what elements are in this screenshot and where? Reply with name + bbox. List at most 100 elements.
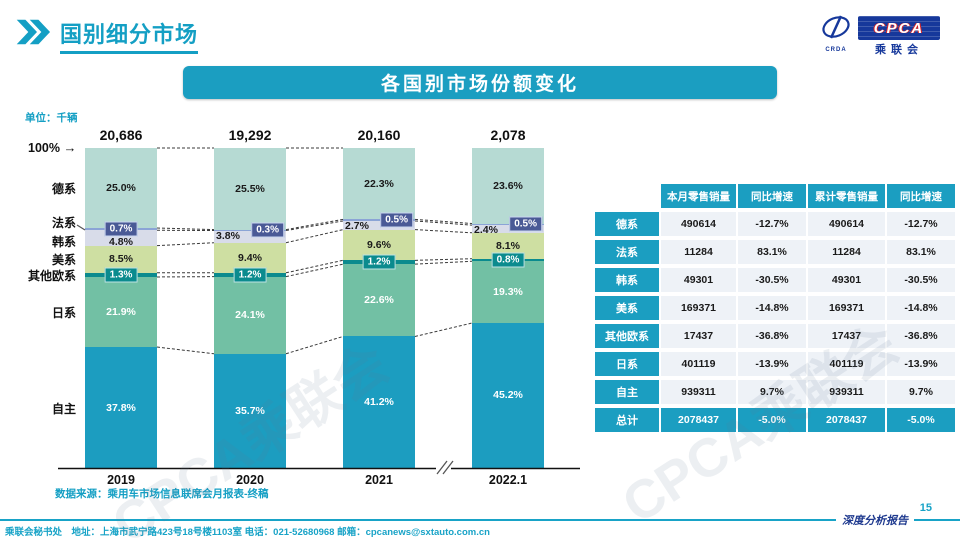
segment-label: 37.8%	[106, 401, 136, 414]
table-cell: -30.5%	[887, 268, 955, 292]
table-cell: -12.7%	[887, 212, 955, 236]
segment-label: 24.1%	[235, 309, 265, 322]
table-row: 自主 939311 9.7% 939311 9.7%	[595, 380, 955, 404]
bar-segment-韩系	[85, 230, 157, 246]
cpca-chinese: 乘联会	[875, 44, 923, 56]
column-header	[595, 184, 659, 208]
bar-segment-德系	[472, 148, 544, 224]
segment-badge: 0.7%	[104, 221, 138, 237]
table-cell: -13.9%	[887, 352, 955, 376]
table-cell: 2078437	[661, 408, 736, 432]
bar-segment-日系	[472, 261, 544, 324]
bar-segment-韩系	[472, 225, 544, 233]
side-label-法系: 法系	[51, 216, 76, 231]
table-cell: 169371	[661, 296, 736, 320]
row-label: 韩系	[595, 268, 659, 292]
table-row: 总计 2078437 -5.0% 2078437 -5.0%	[595, 408, 955, 432]
table-cell: -30.5%	[738, 268, 806, 292]
table-cell: 17437	[808, 324, 885, 348]
bar-segment-德系	[214, 148, 286, 230]
side-label-韩系: 韩系	[51, 234, 76, 249]
page-number: 15	[919, 502, 932, 514]
year-label: 2019	[107, 473, 135, 487]
table-row: 其他欧系 17437 -36.8% 17437 -36.8%	[595, 324, 955, 348]
row-label: 自主	[595, 380, 659, 404]
table-cell: 939311	[808, 380, 885, 404]
side-label-自主: 自主	[51, 401, 76, 416]
bar-segment-日系	[343, 264, 415, 337]
table-header: 本月零售销量 同比增速 累计零售销量 同比增速	[595, 184, 955, 208]
arrow-icon: →	[63, 140, 77, 155]
cpca-logo: CRDA CPCA 乘联会	[818, 10, 942, 58]
table-cell: 9.7%	[887, 380, 955, 404]
segment-label: 8.5%	[109, 253, 133, 266]
segment-label: 9.4%	[238, 251, 262, 264]
cpca-wordmark: CPCA 乘联会	[858, 16, 940, 57]
segment-label: 8.1%	[496, 239, 520, 252]
table-cell: 2078437	[808, 408, 885, 432]
table-cell: -5.0%	[738, 408, 806, 432]
table-cell: -36.8%	[887, 324, 955, 348]
bar-total: 20,686	[99, 127, 143, 143]
bar-segment-自主	[343, 336, 415, 469]
table-cell: 401119	[661, 352, 736, 376]
table-cell: -36.8%	[738, 324, 806, 348]
table-row: 法系 11284 83.1% 11284 83.1%	[595, 240, 955, 264]
table-cell: 17437	[661, 324, 736, 348]
chart-title-banner: 各国别市场份额变化	[183, 66, 777, 99]
column-header: 本月零售销量	[661, 184, 736, 208]
segment-badge: 0.3%	[251, 222, 284, 238]
table-cell: 49301	[661, 268, 736, 292]
sales-table: 本月零售销量 同比增速 累计零售销量 同比增速 德系 490614 -12.7% 49061…	[593, 180, 957, 436]
segment-badge: 1.2%	[362, 254, 396, 270]
cpca-text: CPCA	[873, 19, 925, 37]
segment-label: 9.6%	[367, 238, 391, 251]
segment-label: 23.6%	[493, 179, 523, 192]
row-label: 法系	[595, 240, 659, 264]
table-cell: 939311	[661, 380, 736, 404]
emblem-caption: CRDA	[825, 47, 847, 53]
table-cell: 9.7%	[738, 380, 806, 404]
cpca-box: CPCA	[858, 16, 940, 40]
segment-label: 2.7%	[345, 219, 369, 232]
cpca-emblem-icon: CRDA	[818, 14, 854, 54]
table-row: 美系 169371 -14.8% 169371 -14.8%	[595, 296, 955, 320]
bar-segment-法系	[472, 223, 544, 226]
side-label-日系: 日系	[51, 306, 76, 320]
footer-contact: 乘联会秘书处 地址：上海市武宁路423号18号楼1103室 电话：021-526…	[5, 527, 490, 538]
row-label: 美系	[595, 296, 659, 320]
bar-segment-日系	[214, 276, 286, 354]
segment-label: 45.2%	[493, 389, 523, 402]
year-label: 2020	[236, 473, 264, 487]
row-label: 德系	[595, 212, 659, 236]
side-label-美系: 美系	[51, 253, 76, 268]
bar-segment-法系	[214, 229, 286, 231]
segment-label: 19.3%	[493, 286, 523, 299]
bar-segment-法系	[343, 219, 415, 221]
segment-label: 35.7%	[235, 404, 265, 417]
year-label: 2022.1	[488, 473, 528, 487]
double-chevron-icon	[16, 19, 51, 45]
row-label: 日系	[595, 352, 659, 376]
source-note: 数据来源：乘用车市场信息联席会月报表-终稿	[55, 488, 269, 500]
segment-label: 4.8%	[109, 235, 133, 248]
segment-badge: 1.3%	[104, 267, 138, 283]
table-cell: 49301	[808, 268, 885, 292]
table-cell: -13.9%	[738, 352, 806, 376]
hundred-percent-label: 100% →	[28, 140, 77, 155]
bar-total: 2,078	[490, 127, 526, 143]
table-cell: 83.1%	[738, 240, 806, 264]
side-label-德系: 德系	[51, 182, 76, 196]
segment-badge: 0.5%	[380, 212, 413, 228]
segment-label: 25.0%	[106, 182, 136, 194]
table-row: 韩系 49301 -30.5% 49301 -30.5%	[595, 268, 955, 292]
footer-report-label: 深度分析报告	[836, 512, 914, 528]
segment-label: 22.6%	[364, 294, 394, 307]
segment-badge: 0.8%	[491, 252, 525, 268]
footer-divider	[0, 519, 960, 521]
table-cell: 490614	[808, 212, 885, 236]
table-cell: -5.0%	[887, 408, 955, 432]
page-title: 国别细分市场	[60, 17, 199, 54]
row-label: 总计	[595, 408, 659, 432]
